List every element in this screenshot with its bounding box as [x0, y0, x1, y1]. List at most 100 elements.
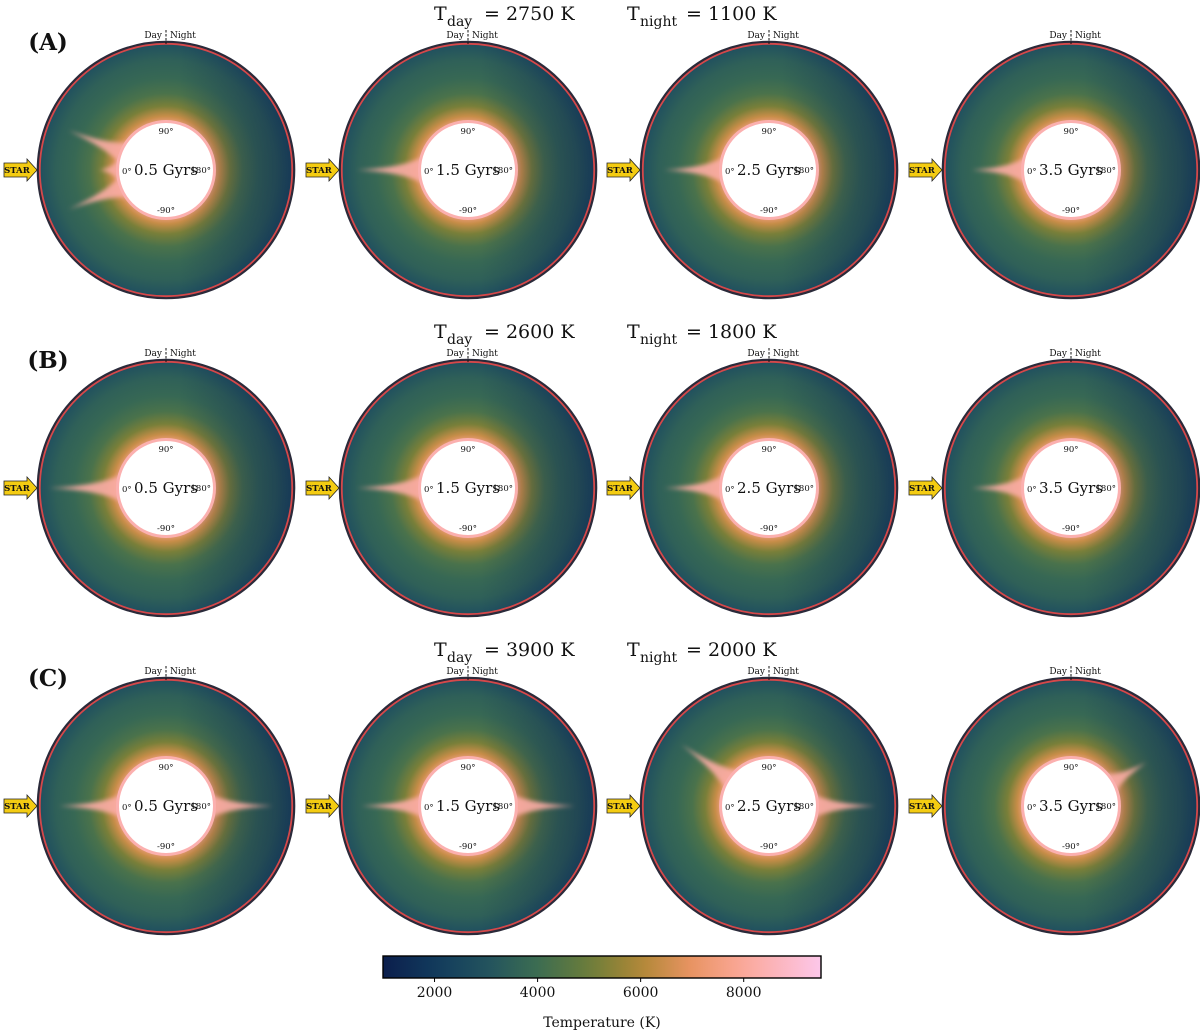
row-label: (A): [28, 29, 68, 56]
angle-label-90: 90°: [1063, 763, 1078, 773]
night-label: Night: [773, 31, 799, 41]
angle-label-180: 180°: [1096, 802, 1116, 812]
angle-label-0: 0°: [122, 485, 132, 495]
star-label: STAR: [607, 802, 634, 812]
plume-group: [357, 474, 425, 502]
day-label: Day: [446, 349, 465, 359]
plume-group: [49, 474, 123, 502]
plume: [511, 794, 575, 818]
panel: Day Night 90° -90° 0° 180°1.5 Gyrs STAR: [305, 666, 598, 936]
star-arrow: STAR: [305, 793, 340, 819]
panel: Day Night 90° -90° 0° 180°3.5 Gyrs STAR: [908, 666, 1200, 936]
star-arrow: STAR: [3, 475, 38, 501]
age-label: 2.5 Gyrs: [737, 479, 801, 497]
angle-label-180: 180°: [794, 166, 814, 176]
age-label: 1.5 Gyrs: [436, 479, 500, 497]
plume-group: [664, 474, 726, 502]
panel: Day Night 90° -90° 0° 180°2.5 Gyrs STAR: [606, 30, 899, 300]
angle-label-0: 0°: [122, 803, 132, 813]
panel: Day Night 90° -90° 0° 180°2.5 Gyrs STAR: [606, 348, 899, 618]
star-arrow-shape: [305, 157, 340, 183]
plume: [681, 744, 741, 792]
angle-label-neg90: -90°: [157, 206, 175, 216]
t-night-symbol: T: [627, 3, 640, 25]
star-label: STAR: [4, 802, 31, 812]
plume: [49, 474, 123, 502]
plume: [209, 794, 273, 818]
plume: [361, 794, 425, 818]
angle-label-0: 0°: [725, 803, 735, 813]
colorbar-tick-label: 8000: [726, 985, 762, 1001]
t-night-symbol: T: [627, 639, 640, 661]
night-label: Night: [170, 667, 196, 677]
day-label: Day: [1049, 31, 1068, 41]
angle-label-180: 180°: [794, 484, 814, 494]
colorbar-bar: [382, 955, 822, 979]
age-label: 1.5 Gyrs: [436, 161, 500, 179]
core: [1024, 123, 1118, 217]
plume-group: [972, 156, 1028, 184]
core: [722, 123, 816, 217]
star-label: STAR: [4, 484, 31, 494]
day-label: Day: [1049, 349, 1068, 359]
day-label: Day: [144, 31, 163, 41]
angle-label-90: 90°: [460, 763, 475, 773]
t-night-symbol: T: [627, 321, 640, 343]
night-label: Night: [773, 667, 799, 677]
plume: [664, 474, 726, 502]
star-arrow: STAR: [3, 157, 38, 183]
row-label: (C): [28, 665, 68, 692]
day-label: Day: [446, 667, 465, 677]
age-label: 0.5 Gyrs: [134, 161, 198, 179]
star-arrow: STAR: [606, 475, 641, 501]
core: [722, 759, 816, 853]
plume: [357, 474, 425, 502]
t-day-subscript: day: [447, 332, 472, 348]
star-arrow-shape: [305, 793, 340, 819]
angle-label-180: 180°: [493, 166, 513, 176]
angle-label-180: 180°: [191, 484, 211, 494]
star-arrow-shape: [908, 475, 943, 501]
star-label: STAR: [607, 166, 634, 176]
star-arrow: STAR: [908, 793, 943, 819]
star-arrow-shape: [908, 157, 943, 183]
star-arrow: STAR: [606, 793, 641, 819]
night-label: Night: [1075, 667, 1101, 677]
angle-label-90: 90°: [460, 445, 475, 455]
star-label: STAR: [306, 802, 333, 812]
age-label: 3.5 Gyrs: [1039, 161, 1103, 179]
colorbar-tick-label: 2000: [417, 985, 453, 1001]
plume-group: [664, 156, 726, 184]
night-label: Night: [472, 31, 498, 41]
star-arrow-shape: [908, 793, 943, 819]
plume: [68, 174, 131, 210]
angle-label-90: 90°: [1063, 445, 1078, 455]
age-label: 1.5 Gyrs: [436, 797, 500, 815]
night-label: Night: [170, 349, 196, 359]
t-night-value: = 1800 K: [686, 321, 777, 343]
age-label: 3.5 Gyrs: [1039, 797, 1103, 815]
colorbar-title: Temperature (K): [543, 1015, 661, 1031]
t-day-symbol: T: [434, 639, 447, 661]
t-night-subscript: night: [640, 332, 677, 348]
panel: Day Night 90° -90° 0° 180°3.5 Gyrs STAR: [908, 30, 1200, 300]
panel: Day Night 90° -90° 0° 180°2.5 Gyrs STAR: [606, 666, 899, 936]
angle-label-90: 90°: [460, 127, 475, 137]
angle-label-90: 90°: [158, 127, 173, 137]
panel: Day Night 90° -90° 0° 180°3.5 Gyrs STAR: [908, 348, 1200, 618]
star-arrow-shape: [3, 157, 38, 183]
night-label: Night: [1075, 31, 1101, 41]
row-label: (B): [27, 347, 68, 374]
angle-label-180: 180°: [493, 802, 513, 812]
day-label: Day: [1049, 667, 1068, 677]
panel: Day Night 90° -90° 0° 180°1.5 Gyrs STAR: [305, 30, 598, 300]
plume-group: [59, 794, 273, 818]
angle-label-0: 0°: [1027, 803, 1037, 813]
angle-label-0: 0°: [1027, 167, 1037, 177]
core: [421, 441, 515, 535]
angle-label-180: 180°: [191, 802, 211, 812]
